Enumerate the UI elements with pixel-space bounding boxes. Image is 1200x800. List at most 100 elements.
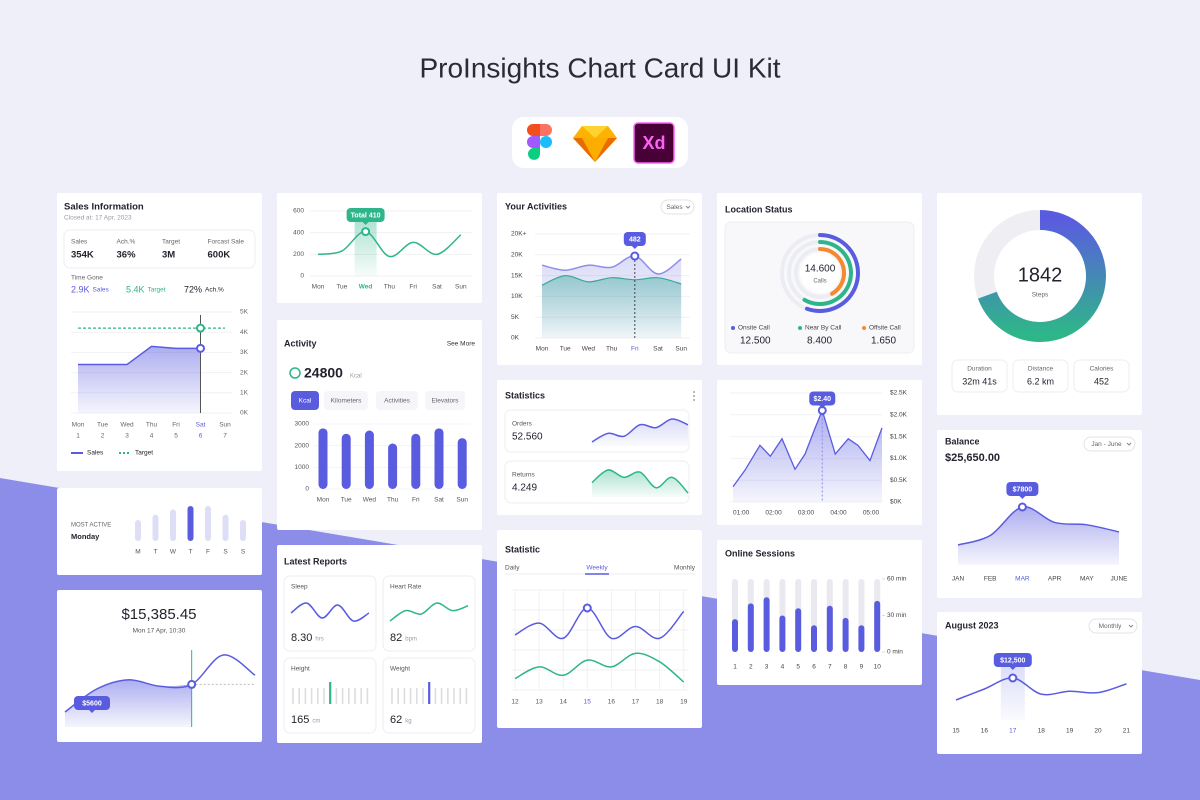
stat-value: 354K	[71, 250, 94, 261]
tab-label[interactable]: Activities	[384, 398, 410, 405]
x-tick-label: Tue	[341, 497, 352, 504]
bar	[826, 605, 833, 652]
see-more-link[interactable]: See More	[447, 341, 476, 348]
marker	[361, 227, 371, 237]
bar	[364, 430, 374, 489]
card-title: Balance	[945, 436, 980, 446]
x-tick-label: Sun	[455, 284, 467, 291]
stat-value: 600K	[208, 250, 231, 261]
item-label: Near By Call	[805, 325, 842, 332]
tooltip	[993, 653, 1032, 667]
x-tick-label: 4	[781, 664, 785, 671]
summary-label: Sales	[93, 287, 110, 294]
target-marker	[196, 323, 205, 333]
y-tick-label: 0	[305, 486, 309, 493]
y-tick-label: 10K	[511, 293, 523, 300]
x-tick-label: S	[223, 549, 228, 556]
amount: $25,650.00	[945, 452, 1000, 464]
sketch-icon	[573, 126, 617, 162]
x-tick-label: Sun	[456, 497, 468, 504]
sparkline-area	[592, 469, 688, 497]
marker	[1008, 673, 1018, 683]
dropdown[interactable]	[1083, 436, 1136, 452]
tooltip-label: 482	[629, 236, 641, 243]
xd-icon-label: Xd	[642, 133, 665, 153]
x-tick-label: Tue	[97, 422, 108, 429]
x-tick-label: 2	[749, 664, 753, 671]
xd-icon	[633, 122, 675, 164]
menu-dot	[693, 399, 695, 401]
y-tick-label: 5K	[240, 309, 249, 316]
bar	[170, 509, 176, 541]
tab-label[interactable]: Kcal	[299, 398, 312, 405]
item-label: Offsite Call	[869, 325, 901, 332]
x-tick-label: 01:00	[733, 510, 750, 517]
bar	[205, 506, 211, 541]
x-tick-label: Tue	[560, 346, 571, 353]
tab-label[interactable]: Daily	[505, 565, 520, 572]
x-tick-date: 1	[76, 433, 80, 440]
report-value: 82	[390, 632, 402, 644]
tab-label[interactable]: Elevators	[431, 398, 459, 405]
x-tick-label: MAR	[1015, 576, 1030, 583]
y-tick-label: 600	[293, 208, 304, 215]
report-value: 62	[390, 714, 402, 726]
marker	[187, 679, 197, 689]
area	[958, 506, 1119, 565]
sparkline	[591, 469, 689, 494]
tab[interactable]	[376, 391, 418, 410]
legend-label: Sales	[87, 450, 104, 457]
x-tick-label: Fri	[172, 422, 180, 429]
x-tick-date: 5	[174, 433, 178, 440]
dropdown-label[interactable]: Monthly	[1099, 623, 1123, 630]
x-tick-label: 19	[680, 699, 688, 706]
tooltip-pointer	[819, 405, 826, 409]
sparkline-area	[592, 418, 688, 446]
line	[64, 654, 256, 713]
y-tick-label: 30 min	[887, 612, 907, 619]
x-tick-label: 7	[828, 664, 832, 671]
dropdown-label[interactable]: Jan - June	[1091, 441, 1122, 448]
tab[interactable]	[291, 391, 319, 410]
x-tick-label: 18	[1038, 728, 1046, 735]
bar	[222, 514, 229, 541]
panel	[283, 575, 377, 652]
stat-value: 32m 41s	[962, 376, 997, 386]
bar	[858, 625, 865, 652]
total-label: Calls	[813, 279, 826, 285]
report-unit: hrs	[315, 637, 323, 643]
tab-label[interactable]: Kilometers	[331, 398, 362, 405]
y-tick-label: 2000	[295, 442, 310, 449]
series-area	[542, 275, 682, 338]
dropdown[interactable]	[1088, 618, 1138, 634]
dropdown-label[interactable]: Sales	[666, 204, 683, 211]
marker	[582, 603, 592, 613]
dropdown[interactable]	[660, 199, 695, 215]
x-tick-label: Mon	[536, 346, 549, 353]
x-tick-label: M	[135, 549, 140, 556]
tab[interactable]	[324, 391, 368, 410]
x-tick-label: 02:00	[765, 510, 782, 517]
area	[65, 679, 192, 727]
tab-label[interactable]: Monhly	[674, 565, 696, 572]
total-label: Steps	[1032, 292, 1049, 299]
tab-label[interactable]: Weekly	[586, 565, 608, 572]
bar	[434, 428, 444, 489]
tooltip	[1006, 482, 1039, 496]
y-tick-label: $2.5K	[890, 390, 908, 397]
legend-dot	[862, 326, 866, 330]
y-tick-label: 15K	[511, 272, 523, 279]
kcal-icon	[289, 367, 301, 379]
x-tick-label: Mon	[72, 422, 85, 429]
y-tick-label: 60 min	[887, 576, 907, 583]
highlight-band	[1000, 662, 1025, 720]
tab[interactable]	[425, 391, 465, 410]
x-tick-label: 16	[608, 699, 616, 706]
y-tick-label: $2.0K	[890, 412, 908, 419]
stat-label: Ach.%	[117, 239, 136, 246]
x-tick-label: Sat	[432, 284, 442, 291]
line	[732, 408, 883, 488]
tooltip-label: $12,500	[1000, 657, 1025, 664]
x-tick-label: 1	[733, 664, 737, 671]
